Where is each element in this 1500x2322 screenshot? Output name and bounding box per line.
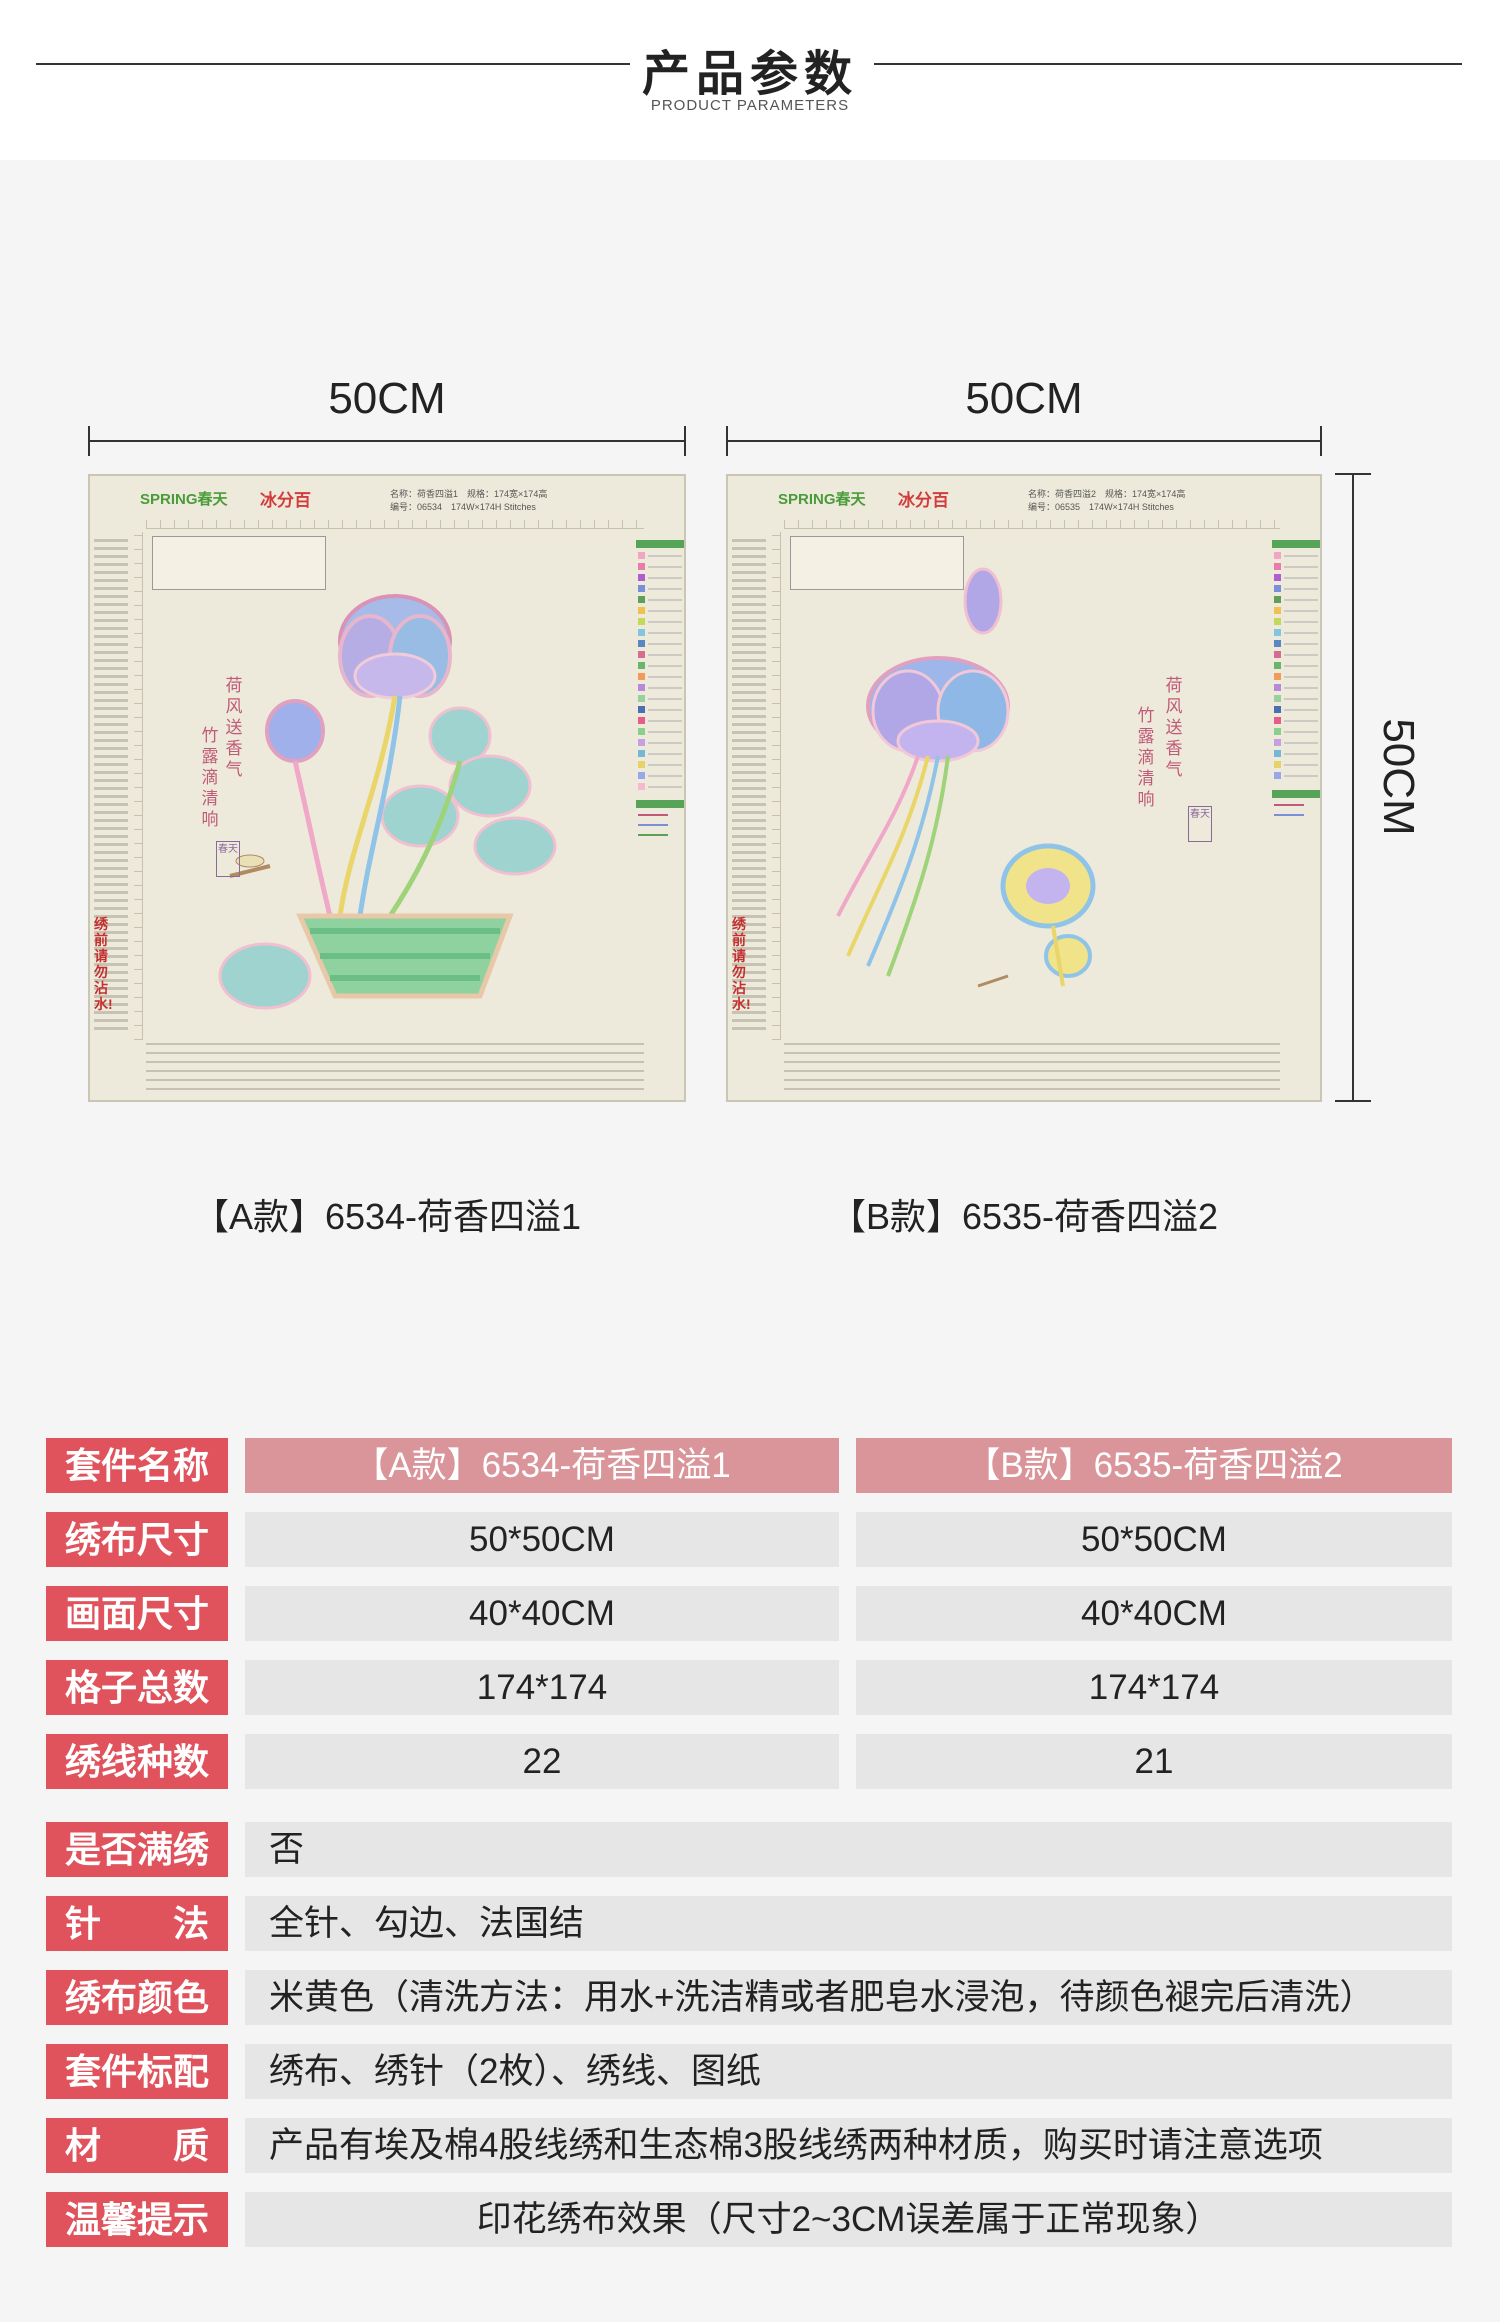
notes-text [146, 1042, 644, 1090]
row-label: 是否满绣 [46, 1822, 228, 1877]
row-label: 格子总数 [46, 1660, 228, 1715]
section-header: 产品参数 PRODUCT PARAMETERS [0, 0, 1500, 160]
notes-text [784, 1042, 1280, 1090]
poem-line-2: 竹露滴清响 [1137, 706, 1155, 810]
row-label: 温馨提示 [46, 2192, 228, 2247]
pattern-chart-b: SPRING春天 冰分百 名称：荷香四溢2 规格：174宽×174高 编号：06… [726, 474, 1322, 1102]
row-label: 绣布颜色 [46, 1970, 228, 2025]
width-tick [726, 426, 728, 456]
chart-code: 编号：06535 [1028, 502, 1081, 512]
legend-swatches [636, 540, 684, 836]
chart-code: 编号：06534 [390, 502, 443, 512]
section-subtitle: PRODUCT PARAMETERS [650, 97, 850, 114]
width-line-a [88, 440, 686, 442]
width-line-b [726, 440, 1322, 442]
chart-name: 名称：荷香四溢2 [1028, 489, 1097, 499]
chart-stitches: 174W×174H Stitches [1089, 502, 1174, 512]
chart-name: 名称：荷香四溢1 [390, 489, 459, 499]
row-label: 套件名称 [46, 1438, 228, 1493]
color-legend [636, 540, 684, 895]
caption-a: 【A款】6534-荷香四溢1 [192, 1196, 582, 1237]
pattern-chart-a: SPRING春天 冰分百 名称：荷香四溢1 规格：174宽×174高 编号：06… [88, 474, 686, 1102]
warning-text: 绣前请勿沾水! [732, 916, 751, 1012]
row-value-b: 50*50CM [856, 1512, 1452, 1567]
row-label: 针 法 [46, 1896, 228, 1951]
row-value-b: 21 [856, 1734, 1452, 1789]
row-label: 画面尺寸 [46, 1586, 228, 1641]
legend-swatches [1272, 540, 1320, 816]
row-value: 否 [245, 1822, 1452, 1877]
width-label-b: 50CM [965, 374, 1083, 423]
seal-stamp: 春天 [216, 841, 240, 877]
height-line [1352, 474, 1354, 1102]
height-tick [1335, 1100, 1371, 1102]
row-value: 产品有埃及棉4股线绣和生态棉3股线绣两种材质，购买时请注意选项 [245, 2118, 1452, 2173]
width-tick [88, 426, 90, 456]
brand-logo-secondary: 冰分百 [260, 491, 311, 510]
poem-line-2: 竹露滴清响 [201, 726, 219, 830]
brand-logo-secondary: 冰分百 [898, 491, 949, 510]
poem-line-1: 荷风送香气 [225, 676, 243, 780]
seal-stamp: 春天 [1188, 806, 1212, 842]
warning-text: 绣前请勿沾水! [94, 916, 113, 1012]
row-value: 米黄色（清洗方法：用水+洗洁精或者肥皂水浸泡，待颜色褪完后清洗） [245, 1970, 1452, 2025]
row-value-a: 174*174 [245, 1660, 839, 1715]
brand-logo: SPRING春天 [140, 491, 228, 508]
chart-info: 名称：荷香四溢2 规格：174宽×174高 编号：06535 174W×174H… [1028, 488, 1298, 514]
row-label: 绣线种数 [46, 1734, 228, 1789]
row-value-a: 22 [245, 1734, 839, 1789]
chart-info: 名称：荷香四溢1 规格：174宽×174高 编号：06534 174W×174H… [390, 488, 660, 514]
row-value: 绣布、绣针（2枚）、绣线、图纸 [245, 2044, 1452, 2099]
grid-ruler-left [134, 532, 143, 1040]
row-label: 绣布尺寸 [46, 1512, 228, 1567]
row-label: 材 质 [46, 2118, 228, 2173]
row-value-a: 40*40CM [245, 1586, 839, 1641]
chart-stitches: 174W×174H Stitches [451, 502, 536, 512]
row-value-a: 【A款】6534-荷香四溢1 [245, 1438, 839, 1493]
row-value: 全针、勾边、法国结 [245, 1896, 1452, 1951]
instruction-text [732, 536, 766, 1030]
color-legend [1272, 540, 1320, 895]
height-label: 50CM [1374, 718, 1423, 836]
poem-line-1: 荷风送香气 [1165, 676, 1183, 780]
row-value-b: 【B款】6535-荷香四溢2 [856, 1438, 1452, 1493]
section-title: 产品参数 [641, 48, 858, 101]
height-tick [1335, 473, 1371, 475]
row-value-b: 40*40CM [856, 1586, 1452, 1641]
chart-spec: 规格：174宽×174高 [467, 489, 548, 499]
width-label-a: 50CM [328, 374, 446, 423]
row-value-a: 50*50CM [245, 1512, 839, 1567]
stitch-icons [152, 536, 326, 590]
width-tick [684, 426, 686, 456]
grid-ruler-top [146, 520, 644, 529]
header-right-line [874, 63, 1462, 65]
lotus-pattern-b [836, 567, 1096, 988]
brand-logo: SPRING春天 [778, 491, 866, 508]
caption-b: 【B款】6535-荷香四溢2 [829, 1196, 1219, 1237]
row-value-b: 174*174 [856, 1660, 1452, 1715]
grid-ruler-top [784, 520, 1280, 529]
row-value: 印花绣布效果（尺寸2~3CM误差属于正常现象） [245, 2192, 1452, 2247]
row-label: 套件标配 [46, 2044, 228, 2099]
width-tick [1320, 426, 1322, 456]
header-left-line [36, 63, 630, 65]
stitch-icons [790, 536, 964, 590]
lotus-pattern-a [218, 594, 557, 1010]
grid-ruler-left [772, 532, 781, 1040]
instruction-text [94, 536, 128, 1030]
chart-spec: 规格：174宽×174高 [1105, 489, 1186, 499]
